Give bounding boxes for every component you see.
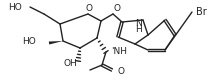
Polygon shape bbox=[49, 41, 63, 45]
Text: O: O bbox=[117, 67, 124, 76]
Text: OH: OH bbox=[63, 59, 77, 68]
Text: N: N bbox=[135, 19, 141, 28]
Text: 'NH: 'NH bbox=[111, 47, 127, 57]
Text: H: H bbox=[135, 25, 141, 34]
Text: HO: HO bbox=[8, 3, 22, 12]
Text: O: O bbox=[114, 4, 121, 13]
Text: Br: Br bbox=[196, 7, 207, 17]
Text: O: O bbox=[85, 4, 92, 13]
Text: HO: HO bbox=[22, 37, 36, 46]
